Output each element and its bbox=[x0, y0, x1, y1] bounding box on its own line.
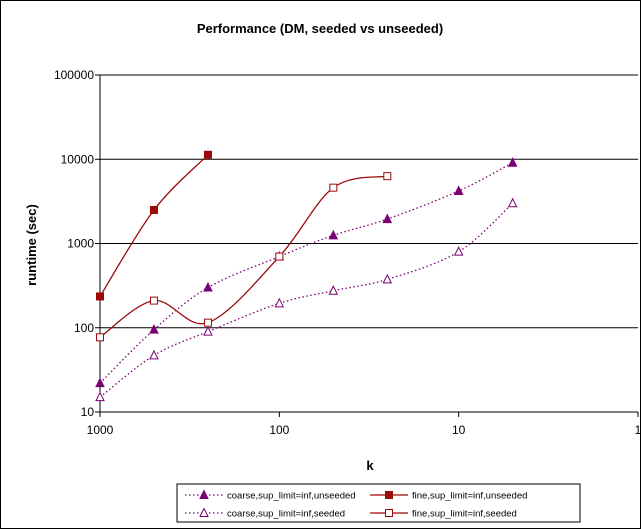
data-point-marker bbox=[384, 173, 391, 180]
data-point-marker bbox=[386, 492, 393, 499]
data-point-marker bbox=[276, 253, 283, 260]
data-point-marker bbox=[330, 184, 337, 191]
x-tick-label: 10 bbox=[452, 423, 466, 437]
y-tick-label: 1000 bbox=[67, 237, 94, 251]
data-point-marker bbox=[97, 293, 104, 300]
y-tick-label: 100000 bbox=[54, 68, 94, 82]
data-point-marker bbox=[97, 334, 104, 341]
legend-label: coarse,sup_limit=inf,unseeded bbox=[227, 491, 356, 502]
y-tick-label: 100 bbox=[74, 321, 94, 335]
data-point-marker bbox=[204, 151, 211, 158]
y-axis-label: runtime (sec) bbox=[24, 204, 39, 286]
data-point-marker bbox=[150, 297, 157, 304]
legend-label: coarse,sup_limit=inf,seeded bbox=[227, 509, 345, 520]
x-tick-label: 1000 bbox=[87, 423, 114, 437]
data-point-marker bbox=[204, 319, 211, 326]
data-point-marker bbox=[150, 206, 157, 213]
y-tick-label: 10 bbox=[81, 405, 95, 419]
data-point-marker bbox=[386, 510, 393, 517]
x-tick-label: 1 bbox=[635, 423, 641, 437]
legend-label: fine,sup_limit=inf,unseeded bbox=[412, 491, 527, 502]
chart-title: Performance (DM, seeded vs unseeded) bbox=[197, 21, 443, 36]
y-tick-label: 10000 bbox=[61, 152, 95, 166]
x-axis-label: k bbox=[366, 458, 374, 473]
legend-label: fine,sup_limit=inf,seeded bbox=[412, 509, 517, 520]
legend: coarse,sup_limit=inf,unseeded fine,sup_li… bbox=[177, 484, 580, 522]
x-tick-label: 100 bbox=[269, 423, 289, 437]
